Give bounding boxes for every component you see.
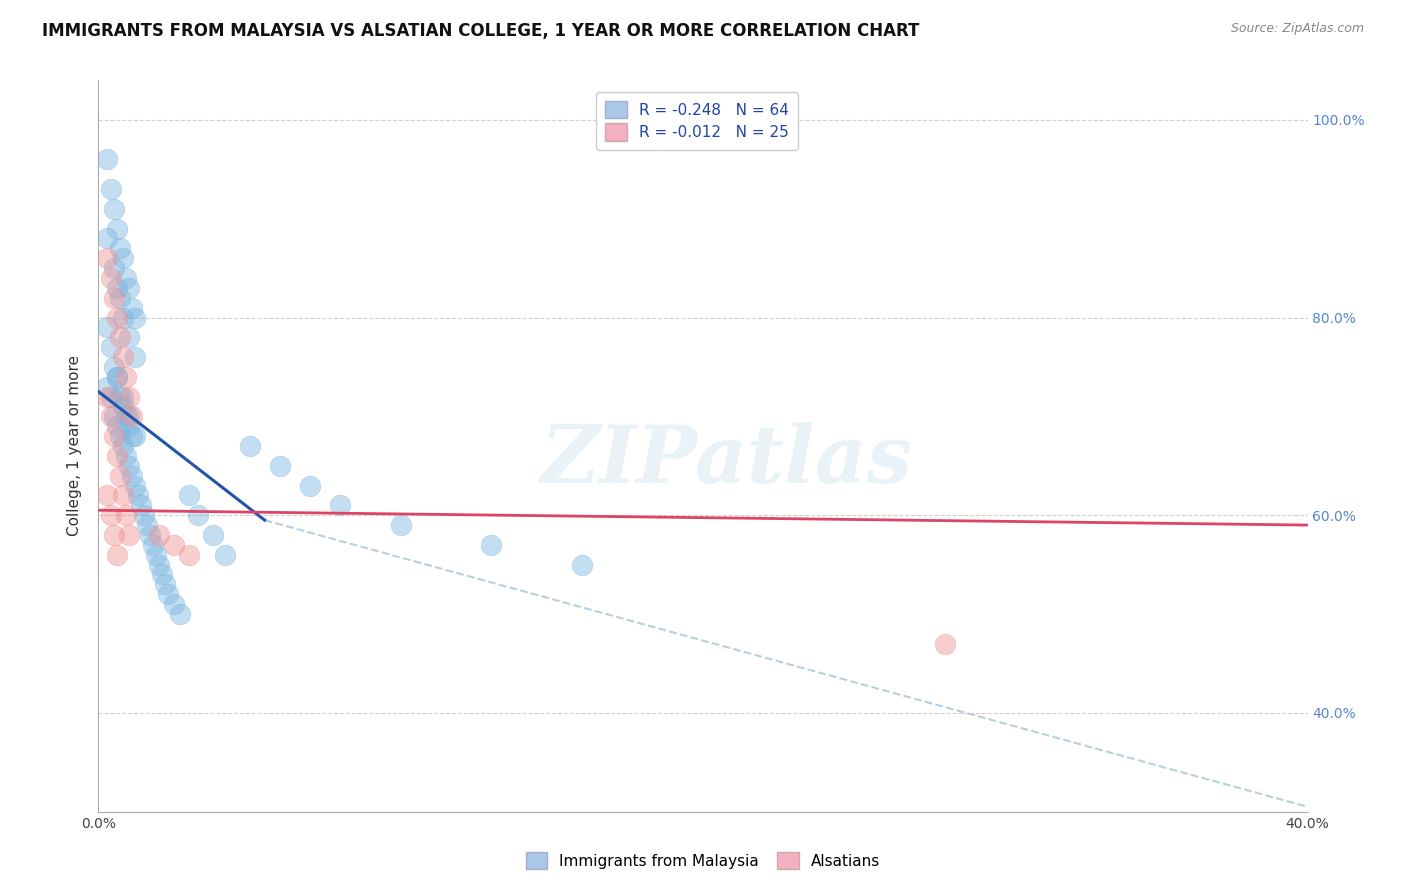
Point [100, 390, 122, 404]
Point [108, 390, 131, 404]
Point [114, 271, 136, 285]
Text: Source: ZipAtlas.com: Source: ZipAtlas.com [1230, 22, 1364, 36]
Point [118, 458, 141, 473]
Point [105, 310, 128, 325]
Point [124, 350, 146, 364]
Text: ZIPatlas: ZIPatlas [541, 422, 914, 500]
Point [111, 488, 134, 502]
Point [108, 241, 131, 255]
Point [179, 548, 201, 562]
Point [239, 439, 262, 453]
Point [111, 251, 134, 265]
Point [105, 548, 128, 562]
Point [148, 528, 170, 542]
Point [187, 508, 209, 523]
Point [103, 429, 125, 443]
Y-axis label: College, 1 year or more: College, 1 year or more [67, 356, 83, 536]
Point [105, 281, 128, 295]
Point [111, 439, 134, 453]
Point [100, 409, 122, 424]
Point [118, 528, 141, 542]
Point [150, 567, 173, 582]
Point [111, 310, 134, 325]
Point [96, 320, 118, 334]
Point [299, 478, 322, 492]
Point [111, 350, 134, 364]
Point [156, 587, 179, 601]
Point [121, 468, 143, 483]
Point [118, 330, 141, 344]
Point [105, 221, 128, 235]
Point [103, 409, 125, 424]
Point [142, 538, 165, 552]
Point [96, 231, 118, 245]
Point [153, 577, 176, 591]
Point [132, 508, 155, 523]
Point [111, 400, 134, 414]
Point [389, 518, 412, 533]
Point [202, 528, 225, 542]
Point [111, 390, 134, 404]
Text: IMMIGRANTS FROM MALAYSIA VS ALSATIAN COLLEGE, 1 YEAR OR MORE CORRELATION CHART: IMMIGRANTS FROM MALAYSIA VS ALSATIAN COL… [42, 22, 920, 40]
Legend: Immigrants from Malaysia, Alsatians: Immigrants from Malaysia, Alsatians [520, 846, 886, 875]
Point [105, 449, 128, 463]
Point [269, 458, 291, 473]
Point [179, 488, 201, 502]
Point [118, 390, 141, 404]
Point [103, 359, 125, 374]
Point [108, 330, 131, 344]
Legend: R = -0.248   N = 64, R = -0.012   N = 25: R = -0.248 N = 64, R = -0.012 N = 25 [596, 92, 797, 150]
Point [96, 380, 118, 394]
Point [571, 558, 593, 572]
Point [108, 429, 131, 443]
Point [148, 558, 170, 572]
Point [135, 518, 157, 533]
Point [114, 409, 136, 424]
Point [103, 528, 125, 542]
Point [329, 498, 352, 512]
Point [100, 271, 122, 285]
Point [124, 310, 146, 325]
Point [163, 538, 186, 552]
Point [121, 301, 143, 315]
Point [145, 548, 167, 562]
Point [100, 508, 122, 523]
Point [103, 261, 125, 276]
Point [118, 419, 141, 434]
Point [100, 340, 122, 354]
Point [169, 607, 191, 621]
Point [121, 409, 143, 424]
Point [114, 369, 136, 384]
Point [96, 251, 118, 265]
Point [105, 369, 128, 384]
Point [96, 488, 118, 502]
Point [114, 449, 136, 463]
Point [139, 528, 162, 542]
Point [100, 182, 122, 196]
Point [934, 637, 956, 651]
Point [96, 153, 118, 167]
Point [129, 498, 152, 512]
Point [121, 429, 143, 443]
Point [105, 419, 128, 434]
Point [105, 369, 128, 384]
Point [118, 281, 141, 295]
Point [108, 291, 131, 305]
Point [108, 468, 131, 483]
Point [118, 409, 141, 424]
Point [124, 478, 146, 492]
Point [127, 488, 149, 502]
Point [163, 597, 186, 611]
Point [124, 429, 146, 443]
Point [96, 390, 118, 404]
Point [214, 548, 236, 562]
Point [103, 202, 125, 216]
Point [103, 291, 125, 305]
Point [481, 538, 503, 552]
Point [114, 508, 136, 523]
